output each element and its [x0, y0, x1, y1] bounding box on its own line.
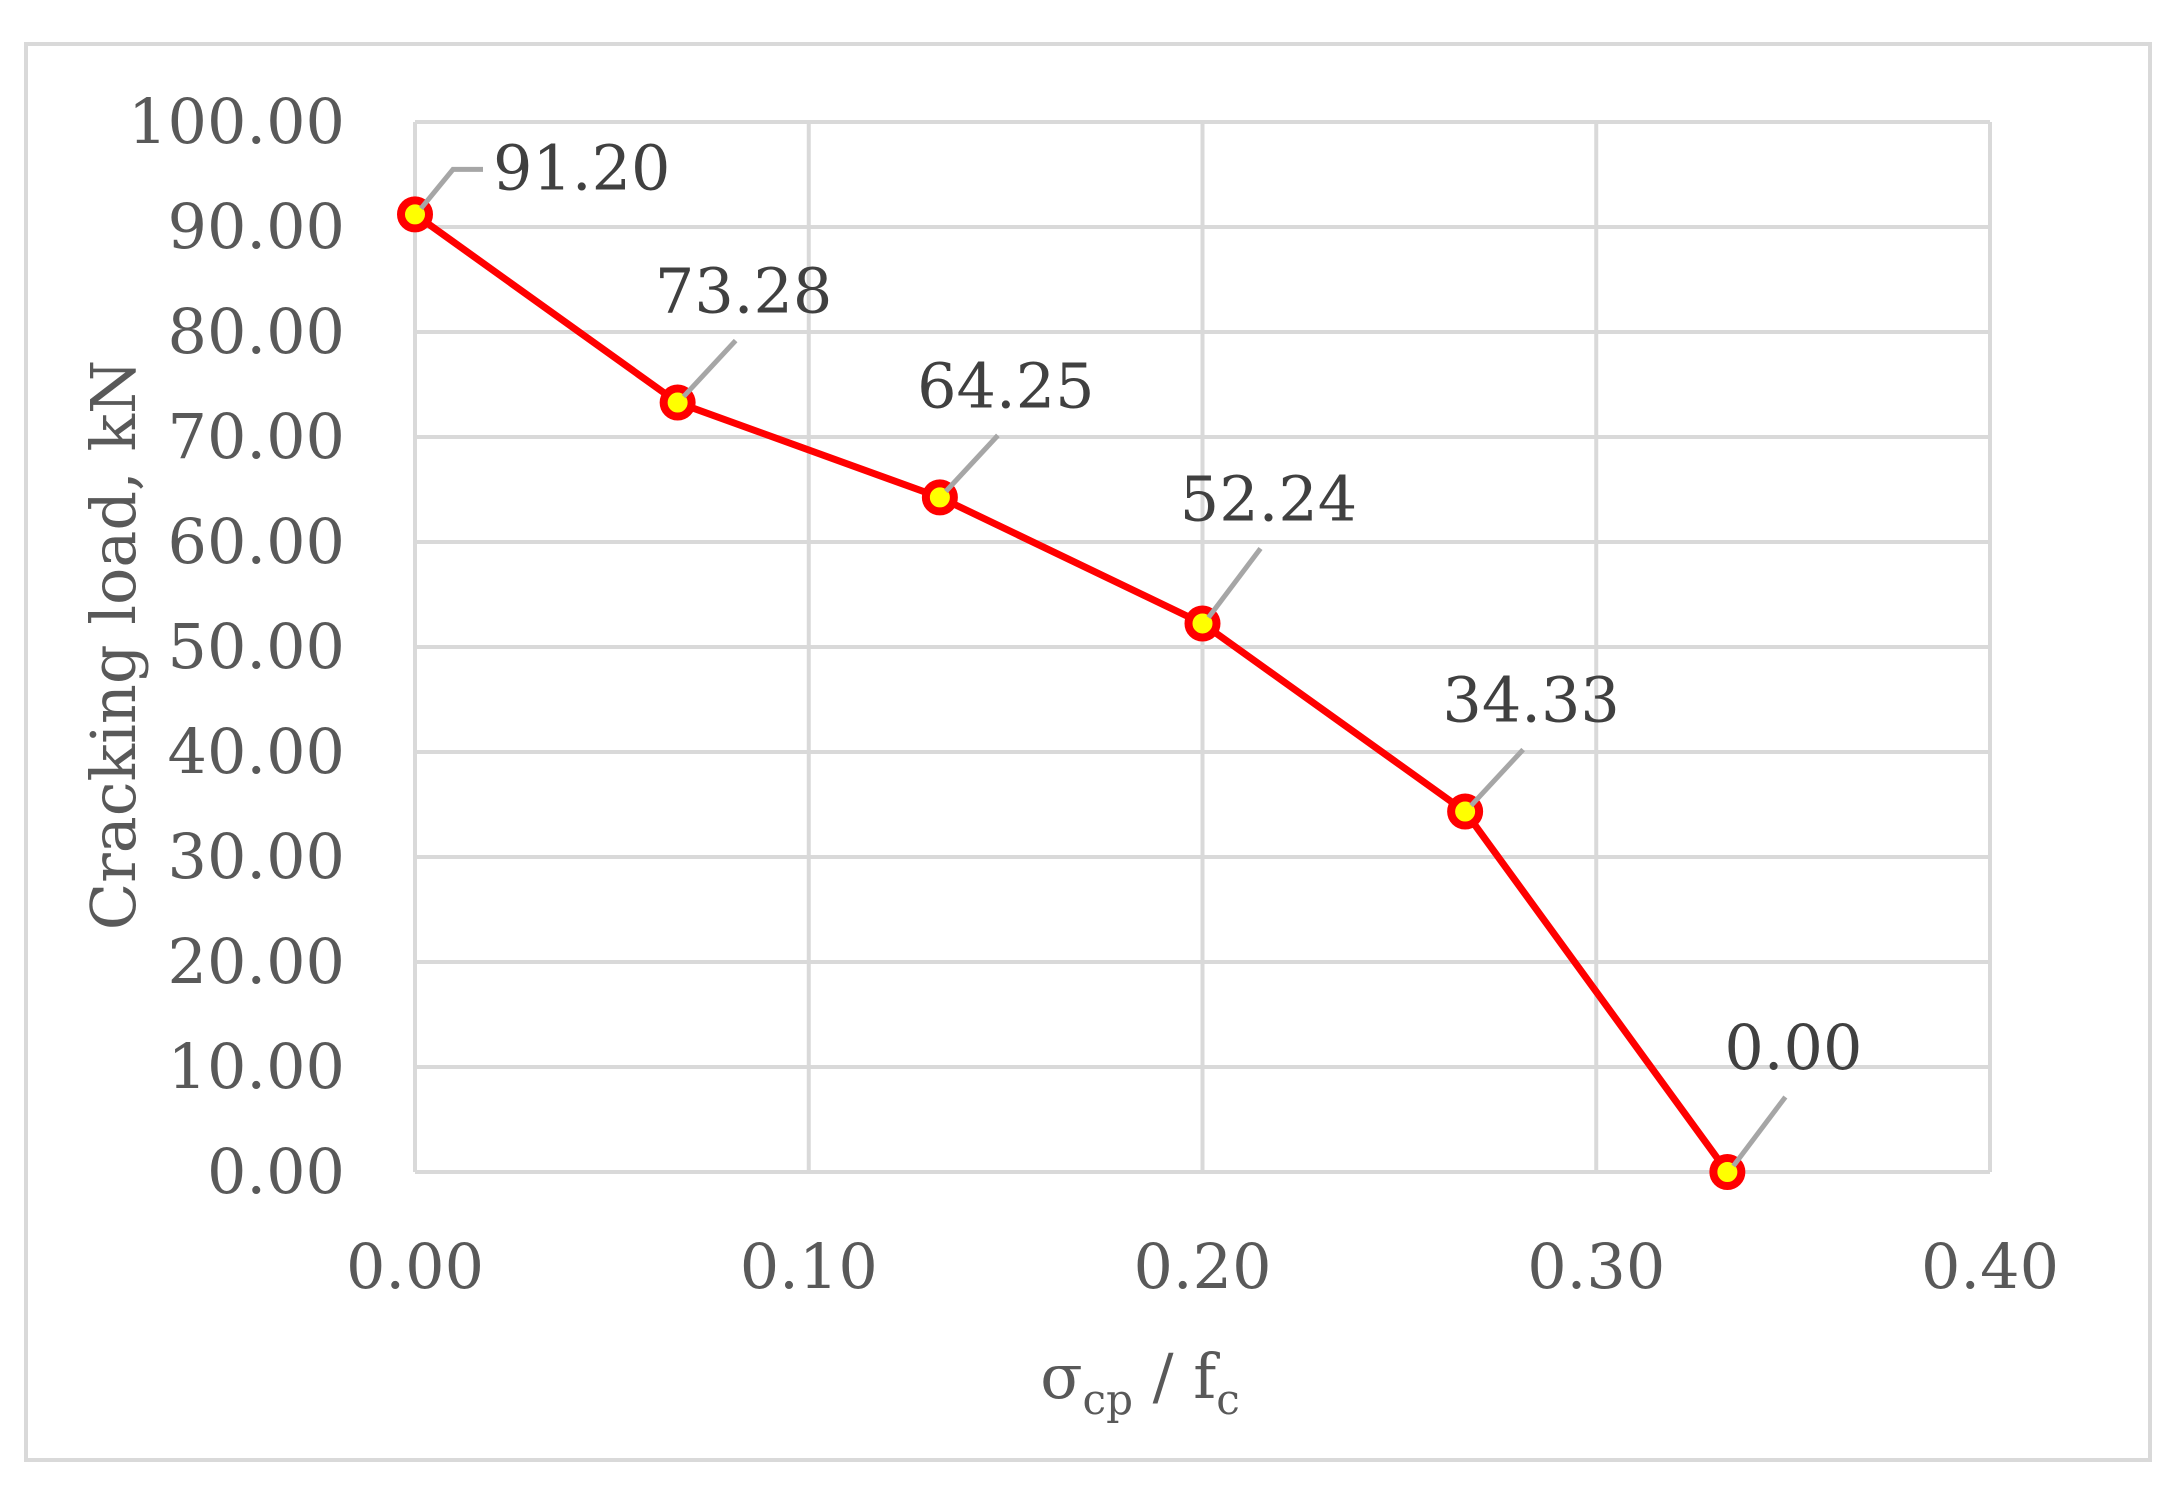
x-axis-title-sub-cp: cp — [1083, 1375, 1133, 1424]
y-tick-label: 60.00 — [168, 505, 346, 578]
x-axis-title: σcp / fc — [1040, 1340, 1240, 1424]
y-tick-label: 50.00 — [168, 610, 346, 683]
data-label: 52.24 — [1180, 462, 1358, 535]
data-label: 0.00 — [1724, 1011, 1862, 1084]
x-tick-label: 0.20 — [1133, 1230, 1271, 1303]
x-axis-title-sub-c: c — [1216, 1375, 1240, 1424]
label-leader-line — [681, 338, 738, 399]
data-label: 64.25 — [917, 349, 1095, 422]
x-tick-label: 0.30 — [1527, 1230, 1665, 1303]
y-tick-label: 100.00 — [128, 85, 345, 158]
x-axis-title-f: f — [1193, 1340, 1220, 1413]
y-tick-label: 0.00 — [207, 1135, 345, 1208]
label-leader-line — [1731, 1095, 1788, 1168]
y-tick-label: 20.00 — [168, 925, 346, 998]
data-labels: 91.20 73.28 64.25 52.24 34.33 0.00 — [419, 131, 1862, 1168]
y-axis-title: Cracking load, kN — [77, 360, 150, 931]
y-axis-ticks: 0.00 10.00 20.00 30.00 40.00 50.00 60.00 70.00 8… — [128, 85, 345, 1208]
label-leader-line — [1206, 546, 1263, 619]
y-tick-label: 10.00 — [168, 1030, 346, 1103]
x-tick-label: 0.10 — [740, 1230, 878, 1303]
series-line — [412, 211, 1731, 1175]
x-tick-label: 0.00 — [346, 1230, 484, 1303]
x-axis-title-sigma: σ — [1040, 1340, 1082, 1413]
y-tick-label: 70.00 — [168, 400, 346, 473]
x-axis-ticks: 0.00 0.10 0.20 0.30 0.40 — [346, 1230, 2059, 1303]
label-leader-line — [944, 433, 1000, 494]
y-tick-label: 30.00 — [168, 820, 346, 893]
x-axis-title-sep: / — [1133, 1340, 1193, 1413]
label-leader-line — [1469, 747, 1525, 808]
label-leader-line — [419, 166, 483, 210]
y-tick-label: 40.00 — [168, 715, 346, 788]
y-tick-label: 80.00 — [168, 295, 346, 368]
data-label: 34.33 — [1442, 664, 1620, 737]
data-label: 73.28 — [655, 255, 833, 328]
data-label: 91.20 — [493, 131, 671, 204]
y-tick-label: 90.00 — [168, 190, 346, 263]
x-tick-label: 0.40 — [1921, 1230, 2059, 1303]
